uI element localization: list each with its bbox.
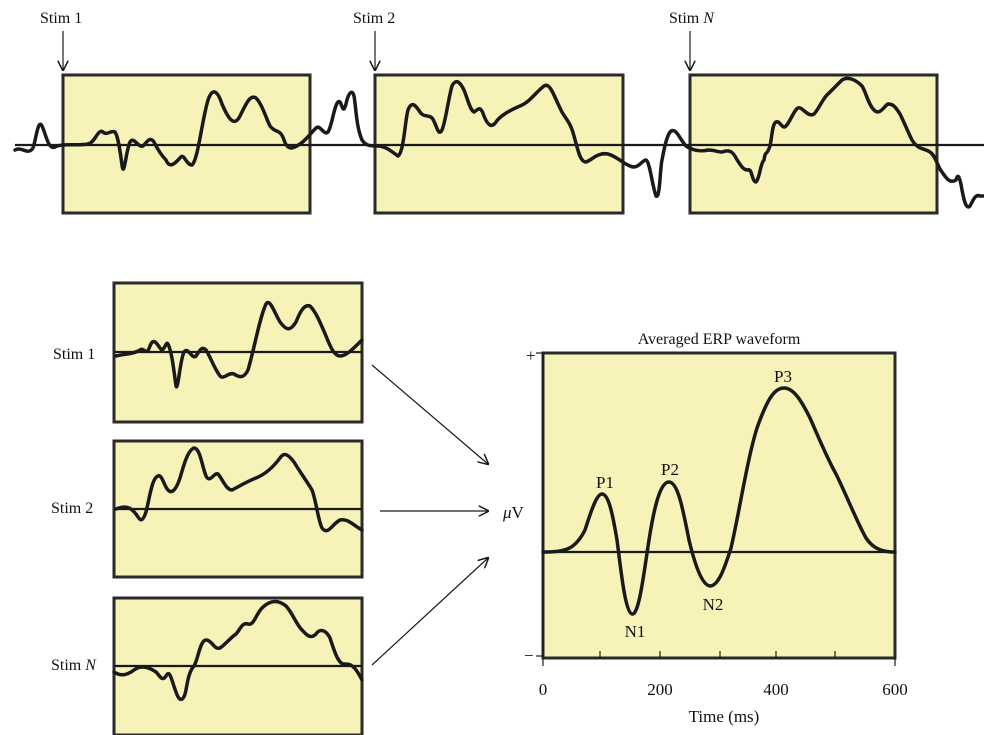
epoch-label-stim-n: Stim N <box>51 657 97 674</box>
y-minus-label: − <box>524 646 534 665</box>
y-plus-label: + <box>526 346 536 365</box>
epoch-panel-stim-1: Stim 1 <box>53 281 364 424</box>
averaged-erp-trace <box>541 386 897 616</box>
x-tick-label: 200 <box>647 680 673 699</box>
x-axis-label: Time (ms) <box>689 707 760 726</box>
component-p3-label: P3 <box>774 367 792 386</box>
arrow-icon <box>371 558 488 666</box>
stim-marker-2: Stim 2 <box>353 10 395 70</box>
epoch-panel-stim-2: Stim 2 <box>51 439 364 579</box>
epoch-label-stim-2: Stim 2 <box>51 500 93 517</box>
component-p1-label: P1 <box>596 473 614 492</box>
x-tick-label: 0 <box>539 680 548 699</box>
epoch-trace-stim-1 <box>114 300 364 389</box>
epoch-panel-stim-n: Stim N <box>51 596 364 735</box>
continuous-eeg-strip: Stim 1 Stim 2 Stim N <box>13 10 984 215</box>
x-tick-label: 600 <box>882 680 908 699</box>
epoch-trace-stim-n <box>112 599 364 702</box>
stim-marker-1: Stim 1 <box>40 10 82 70</box>
averaged-erp-title: Averaged ERP waveform <box>638 331 801 348</box>
stim-marker-n: Stim N <box>669 10 715 70</box>
component-p2-label: P2 <box>661 460 679 479</box>
epoch-label-stim-1: Stim 1 <box>53 346 95 363</box>
component-n2-label: N2 <box>703 595 724 614</box>
x-axis-ticks <box>542 651 896 666</box>
component-n1-label: N1 <box>625 622 646 641</box>
continuous-eeg-trace <box>13 76 984 209</box>
stim-marker-label: Stim N <box>669 10 715 27</box>
epoch-trace-stim-2 <box>114 446 364 533</box>
averaged-erp-plot: Averaged ERP waveform + − μV 0 200 400 6… <box>502 331 908 726</box>
stim-marker-label: Stim 2 <box>353 10 395 27</box>
x-tick-label: 400 <box>763 680 789 699</box>
stim-marker-label: Stim 1 <box>40 10 82 27</box>
averaging-arrows <box>371 364 488 666</box>
y-axis-label: μV <box>502 503 525 522</box>
arrow-icon <box>371 364 488 464</box>
